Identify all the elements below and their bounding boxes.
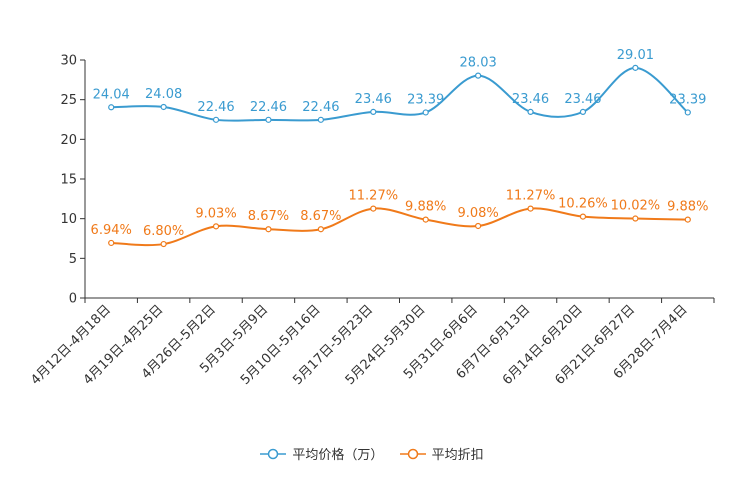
series-0-data-label: 22.46 — [250, 100, 287, 115]
series-0-point — [160, 103, 167, 111]
series-0-point — [265, 116, 272, 123]
series-1-point — [475, 222, 482, 230]
series-1-point — [684, 216, 691, 223]
series-1-point — [527, 205, 534, 212]
series-1-data-label: 9.03% — [195, 206, 236, 221]
series-1-data-label: 9.88% — [667, 200, 708, 215]
series-1-point — [212, 223, 220, 230]
series-1-point — [579, 213, 587, 220]
series-1-data-label: 10.02% — [611, 199, 661, 214]
series-0-point — [370, 108, 377, 115]
chart-legend: 平均价格（万） 平均折扣 — [0, 444, 744, 464]
series-0-data-label: 24.04 — [93, 87, 130, 102]
series-0-data-label: 28.03 — [460, 56, 497, 71]
series-1-point — [422, 216, 429, 223]
series-1-data-label: 11.27% — [506, 189, 556, 204]
series-0-data-label: 23.46 — [564, 92, 601, 107]
y-tick-label: 25 — [60, 93, 77, 108]
series-0-point — [422, 109, 429, 116]
legend-line-circle-icon — [260, 448, 287, 459]
line-chart: 0510152025304月12日-4月18日4月19日-4月25日4月26日-… — [28, 48, 715, 388]
series-0-data-label: 23.46 — [512, 92, 549, 107]
series-0-data-label: 24.08 — [145, 87, 182, 102]
y-tick-label: 30 — [60, 54, 77, 69]
y-tick-label: 20 — [60, 133, 77, 148]
series-1-data-label: 11.27% — [349, 189, 399, 204]
series-0-point — [317, 116, 324, 123]
series-line-1 — [111, 207, 688, 247]
series-0-point — [475, 72, 482, 79]
legend-item-average-discount[interactable]: 平均折扣 — [399, 444, 484, 463]
y-tick-label: 15 — [60, 173, 77, 188]
series-0-data-label: 23.39 — [669, 92, 706, 107]
series-1-data-label: 8.67% — [300, 209, 341, 224]
series-1-data-label: 9.08% — [457, 206, 498, 221]
series-1-data-label: 10.26% — [558, 197, 608, 212]
chart-series-layer — [108, 64, 691, 248]
series-1-data-label: 8.67% — [248, 209, 289, 224]
series-0-data-label: 23.46 — [355, 92, 392, 107]
series-1-data-label: 9.88% — [405, 200, 446, 215]
series-1-point — [108, 239, 115, 247]
series-0-point — [212, 116, 220, 123]
series-0-point — [684, 109, 691, 116]
series-1-point — [370, 205, 377, 212]
series-0-data-label: 29.01 — [617, 48, 654, 63]
series-1-point — [160, 240, 167, 248]
series-0-data-label: 23.39 — [407, 92, 444, 107]
series-1-point — [265, 226, 272, 233]
y-tick-label: 10 — [60, 212, 77, 227]
series-1-data-label: 6.80% — [143, 224, 184, 239]
series-0-point — [579, 108, 587, 115]
legend-line-circle-icon — [399, 448, 426, 459]
series-0-point — [527, 108, 534, 115]
series-1-point — [632, 215, 639, 222]
legend-label-average-discount: 平均折扣 — [431, 448, 484, 463]
chart-label-layer: 24.04 24.08 22.46 22.46 22.46 23.46 23.39 28.03… — [91, 48, 709, 239]
series-0-data-label: 22.46 — [302, 100, 339, 115]
legend-label-average-price: 平均价格（万） — [292, 448, 384, 463]
legend-item-average-price[interactable]: 平均价格（万） — [260, 444, 383, 463]
y-tick-label: 0 — [69, 292, 77, 307]
series-0-point — [632, 64, 639, 71]
series-0-point — [108, 104, 115, 111]
series-1-data-label: 6.94% — [91, 223, 132, 238]
series-1-point — [317, 226, 324, 233]
y-tick-label: 5 — [69, 252, 77, 267]
series-0-data-label: 22.46 — [197, 100, 234, 115]
